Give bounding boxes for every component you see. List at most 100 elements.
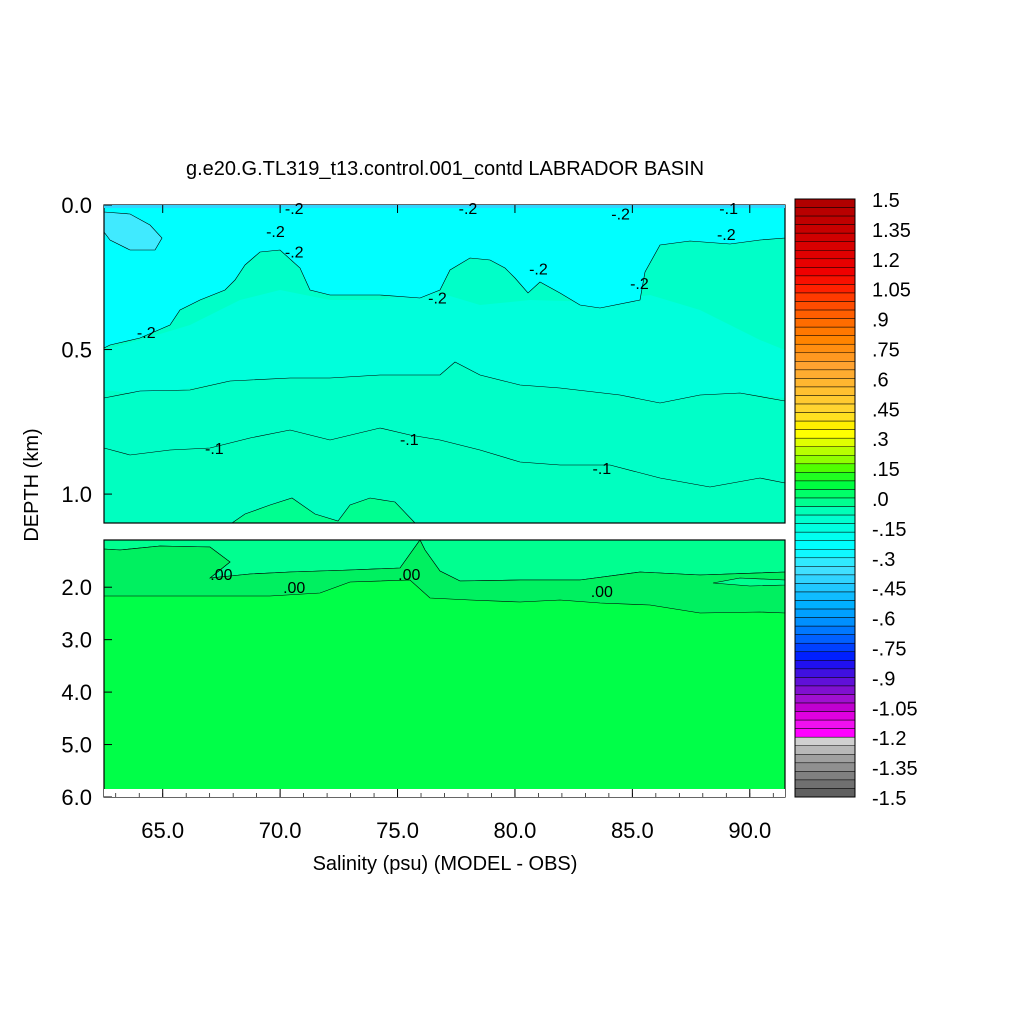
contour-label: .00 bbox=[591, 584, 613, 601]
legend-label: -1.35 bbox=[872, 758, 918, 780]
contour-label: -.1 bbox=[592, 461, 611, 478]
y-tick-label: 5.0 bbox=[61, 733, 92, 758]
upper-contour-region-mid bbox=[104, 290, 785, 403]
upper-panel bbox=[103, 204, 786, 524]
legend-swatch bbox=[794, 677, 856, 687]
legend-swatch bbox=[794, 301, 856, 311]
x-tick-label: 80.0 bbox=[494, 818, 537, 843]
contour-label: -.2 bbox=[611, 207, 630, 224]
contour-labels: -.2-.2-.2-.2-.2-.2 -.2 -.1-.2-.2-.2-.1-.1-… bbox=[137, 201, 738, 601]
y-axis-ticks: 0.0 0.5 1.0 2.0 3.0 4.0 5.0 6.0 bbox=[61, 193, 112, 810]
legend-swatch bbox=[794, 523, 856, 533]
x-tick-label: 75.0 bbox=[376, 818, 419, 843]
x-tick-label: 70.0 bbox=[259, 818, 302, 843]
contour-line-015 bbox=[103, 361, 786, 404]
legend-label: -.3 bbox=[872, 549, 895, 571]
legend-swatch bbox=[794, 771, 856, 781]
y-tick-label: 0.0 bbox=[61, 193, 92, 218]
contour-label: -.1 bbox=[205, 441, 224, 458]
legend-swatch bbox=[794, 566, 856, 576]
contour-label: -.1 bbox=[400, 432, 419, 449]
y-tick-label: 2.0 bbox=[61, 575, 92, 600]
legend-label: -1.05 bbox=[872, 698, 918, 720]
x-axis-ticks: 65.0 70.0 75.0 80.0 85.0 90.0 bbox=[115, 205, 774, 843]
lower-contour-region-mid bbox=[103, 539, 786, 614]
legend-label: -1.5 bbox=[872, 788, 906, 810]
legend-swatch bbox=[794, 711, 856, 721]
legend-swatch bbox=[794, 412, 856, 422]
legend-swatch bbox=[794, 549, 856, 559]
contour-label: -.2 bbox=[717, 227, 736, 244]
contour-label: -.2 bbox=[630, 276, 649, 293]
legend-swatch bbox=[794, 463, 856, 473]
legend-swatch bbox=[794, 736, 856, 746]
legend-swatch bbox=[794, 446, 856, 456]
legend-swatch bbox=[794, 754, 856, 764]
legend-swatch bbox=[794, 625, 856, 635]
y-tick-label: 1.0 bbox=[61, 482, 92, 507]
legend-swatch bbox=[794, 788, 856, 798]
contour-label: -.1 bbox=[719, 201, 738, 218]
legend-swatch bbox=[794, 352, 856, 362]
legend-swatch bbox=[794, 608, 856, 618]
legend-swatch bbox=[794, 437, 856, 447]
legend-label: -.6 bbox=[872, 609, 895, 631]
x-tick-label: 65.0 bbox=[141, 818, 184, 843]
legend-label: .45 bbox=[872, 399, 900, 421]
legend-swatch bbox=[794, 343, 856, 354]
x-axis-label: Salinity (psu) (MODEL - OBS) bbox=[313, 853, 578, 875]
legend-swatch bbox=[794, 250, 856, 260]
legend-swatch bbox=[794, 506, 856, 516]
legend-swatch bbox=[794, 292, 856, 302]
legend-swatch bbox=[794, 207, 856, 217]
legend-label: .15 bbox=[872, 459, 900, 481]
legend-swatch bbox=[794, 361, 856, 371]
legend-swatch bbox=[794, 557, 856, 567]
legend-label: 1.5 bbox=[872, 190, 900, 212]
legend-label: 1.05 bbox=[872, 280, 911, 302]
legend-swatch bbox=[794, 335, 856, 345]
contour-label: -.2 bbox=[529, 262, 548, 279]
legend-swatch bbox=[794, 617, 856, 627]
upper-contour-region-deep bbox=[103, 427, 786, 524]
legend-label: -1.2 bbox=[872, 728, 906, 750]
legend-label: -.75 bbox=[872, 639, 906, 661]
legend-swatch bbox=[794, 378, 856, 388]
legend-swatch bbox=[794, 472, 856, 482]
legend-swatch bbox=[794, 634, 856, 644]
legend-swatch bbox=[794, 215, 856, 225]
contour-label: .00 bbox=[398, 567, 420, 584]
legend-swatch bbox=[794, 267, 856, 277]
y-axis-label: DEPTH (km) bbox=[21, 428, 43, 541]
contour-label: -.2 bbox=[459, 201, 478, 218]
legend-swatch bbox=[794, 702, 856, 712]
legend-swatch bbox=[794, 326, 856, 336]
legend-swatch bbox=[794, 694, 856, 704]
legend-label: -.15 bbox=[872, 519, 906, 541]
legend-swatch bbox=[794, 762, 856, 772]
contour-label: .00 bbox=[210, 567, 232, 584]
legend-swatch bbox=[794, 497, 856, 507]
legend-swatch bbox=[794, 719, 856, 729]
contour-label: -.2 bbox=[285, 201, 304, 218]
legend-swatch bbox=[794, 241, 856, 251]
contour-label: .00 bbox=[283, 580, 305, 597]
legend-swatch bbox=[794, 369, 856, 379]
lower-panel bbox=[103, 539, 786, 798]
legend-swatch bbox=[794, 668, 856, 678]
chart-title: g.e20.G.TL319_t13.control.001_contd LABR… bbox=[186, 158, 704, 180]
legend-swatch bbox=[794, 318, 856, 328]
legend-swatch bbox=[794, 403, 856, 413]
contour-label: -.2 bbox=[266, 224, 285, 241]
legend-swatch bbox=[794, 258, 856, 268]
legend-swatch bbox=[794, 480, 856, 490]
legend-label: -.9 bbox=[872, 668, 895, 690]
legend-swatch bbox=[794, 420, 856, 430]
legend-swatch bbox=[794, 745, 856, 755]
upper-contour-region-surface bbox=[103, 206, 786, 349]
legend-swatch bbox=[794, 583, 856, 593]
legend-swatch bbox=[794, 540, 856, 550]
legend-label: .3 bbox=[872, 429, 889, 451]
legend-swatch bbox=[794, 651, 856, 661]
